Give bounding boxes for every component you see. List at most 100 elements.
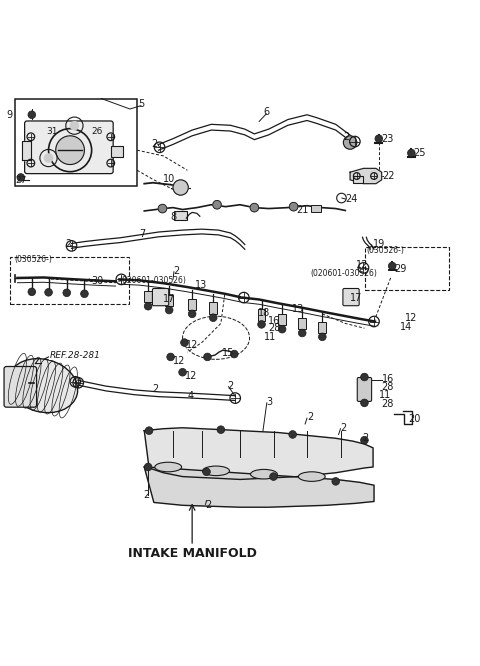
Text: 2: 2 [151, 139, 157, 149]
Text: 12: 12 [356, 260, 368, 270]
Text: 2: 2 [340, 423, 347, 433]
Text: 10: 10 [162, 174, 175, 184]
Text: 29: 29 [394, 264, 407, 274]
Circle shape [209, 314, 217, 322]
Circle shape [388, 262, 396, 270]
Text: 3: 3 [267, 397, 273, 407]
Bar [353, 176, 362, 182]
Ellipse shape [8, 358, 78, 413]
Text: 2: 2 [152, 384, 158, 394]
FancyBboxPatch shape [4, 366, 36, 407]
Circle shape [56, 136, 84, 165]
Bar [278, 314, 286, 326]
FancyBboxPatch shape [343, 288, 359, 306]
Circle shape [179, 368, 186, 376]
Text: (020601-030526): (020601-030526) [310, 269, 377, 278]
Circle shape [258, 320, 265, 328]
Text: 12: 12 [184, 371, 197, 381]
Text: 23: 23 [381, 134, 394, 144]
Text: 14: 14 [400, 322, 412, 332]
Text: 2: 2 [65, 239, 72, 249]
Bar [174, 211, 187, 220]
Text: 25: 25 [414, 148, 426, 158]
Text: 2: 2 [173, 266, 179, 276]
Circle shape [289, 202, 298, 211]
Circle shape [204, 353, 211, 361]
Circle shape [343, 136, 357, 149]
Text: 27: 27 [15, 176, 26, 185]
Text: 20: 20 [408, 414, 421, 424]
Text: 28: 28 [268, 323, 280, 333]
FancyBboxPatch shape [357, 378, 372, 402]
Circle shape [180, 339, 188, 346]
Text: 26: 26 [92, 127, 103, 137]
Polygon shape [144, 467, 374, 507]
Text: 2: 2 [144, 490, 150, 500]
Circle shape [167, 353, 174, 361]
Circle shape [145, 427, 153, 434]
Text: 21: 21 [297, 204, 309, 214]
Text: 28: 28 [382, 399, 394, 409]
Text: 15: 15 [222, 348, 234, 358]
Bar [188, 298, 196, 310]
Bar [319, 322, 326, 333]
Text: 22: 22 [383, 171, 395, 181]
Text: 31: 31 [46, 127, 58, 137]
Bar [258, 309, 265, 320]
Circle shape [299, 329, 306, 337]
Text: 13: 13 [195, 280, 207, 290]
FancyBboxPatch shape [153, 288, 168, 306]
Circle shape [70, 121, 79, 131]
Bar [15, 99, 137, 186]
Text: 16: 16 [382, 374, 394, 384]
Circle shape [63, 289, 71, 296]
Text: 2: 2 [228, 381, 234, 391]
Circle shape [17, 174, 24, 181]
Text: 17: 17 [163, 294, 176, 304]
Circle shape [278, 326, 286, 333]
Circle shape [332, 478, 339, 486]
Circle shape [213, 200, 221, 209]
Text: 28: 28 [382, 382, 394, 392]
Text: 12: 12 [405, 312, 417, 323]
Text: 24: 24 [345, 194, 358, 204]
Circle shape [45, 288, 52, 296]
Circle shape [44, 153, 53, 163]
Text: 11: 11 [379, 390, 391, 400]
Text: 9: 9 [6, 111, 12, 121]
Circle shape [144, 302, 152, 310]
Text: 30: 30 [92, 276, 104, 286]
Text: 17: 17 [350, 292, 362, 302]
Circle shape [144, 463, 152, 471]
FancyBboxPatch shape [111, 147, 123, 157]
Ellipse shape [203, 466, 229, 476]
Circle shape [360, 436, 368, 444]
Text: 7: 7 [140, 229, 146, 239]
Text: REF.28-281: REF.28-281 [49, 350, 100, 360]
Circle shape [319, 333, 326, 340]
Bar [209, 302, 217, 314]
Ellipse shape [155, 462, 181, 472]
Bar [365, 247, 449, 290]
Ellipse shape [299, 472, 325, 482]
Text: 2: 2 [343, 132, 349, 142]
Polygon shape [144, 428, 373, 480]
Text: 18: 18 [258, 308, 270, 318]
Circle shape [173, 180, 188, 195]
Text: 12: 12 [186, 340, 199, 350]
Polygon shape [350, 168, 382, 184]
Circle shape [250, 203, 259, 212]
Circle shape [165, 306, 173, 314]
Text: (030526-): (030526-) [14, 255, 52, 264]
Circle shape [375, 135, 383, 143]
Text: 13: 13 [292, 304, 304, 314]
Text: 5: 5 [139, 99, 145, 109]
Text: 16: 16 [268, 316, 280, 326]
Text: 4: 4 [187, 391, 193, 401]
Text: INTAKE MANIFOLD: INTAKE MANIFOLD [128, 547, 257, 559]
Bar [299, 318, 306, 329]
Text: (020601-030526): (020601-030526) [120, 276, 186, 285]
Polygon shape [22, 141, 31, 160]
Circle shape [188, 310, 196, 318]
Text: 6: 6 [263, 107, 269, 117]
